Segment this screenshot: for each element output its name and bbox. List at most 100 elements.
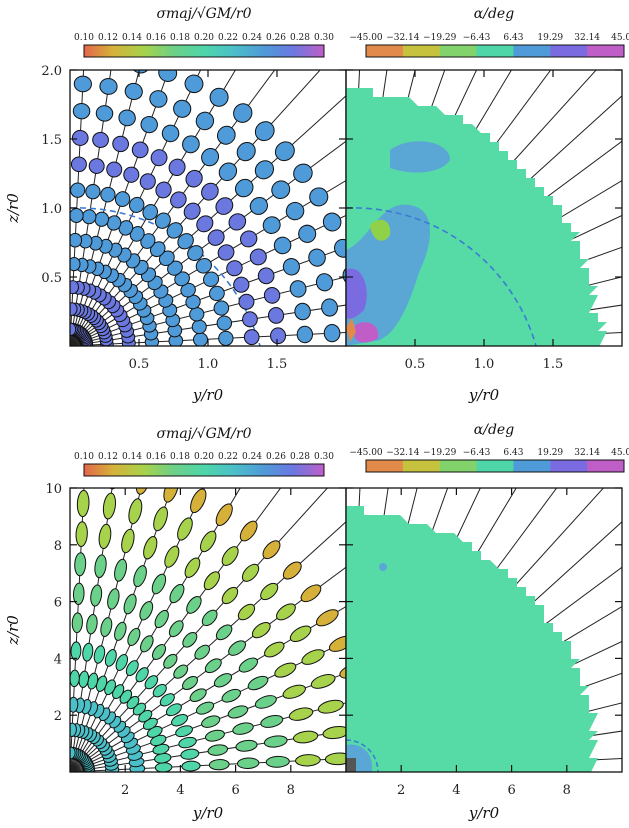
sigma-ellipse bbox=[173, 664, 189, 679]
x-tick-label: 8 bbox=[563, 783, 571, 798]
sigma-ellipse bbox=[241, 563, 260, 582]
sigma-ellipse bbox=[201, 609, 218, 627]
colorbar-alpha-segment bbox=[513, 45, 551, 57]
colorbar-sigma-ticks-bottom: 0.10 0.12 0.14 0.16 0.18 0.20 0.22 0.24 0.26 0.28… bbox=[74, 452, 334, 462]
colorbar-alpha-segment bbox=[366, 460, 404, 472]
sigma-ellipse bbox=[112, 135, 129, 153]
sigma-ellipse bbox=[317, 699, 344, 714]
colorbar-sigma-tick-label: 0.12 bbox=[98, 452, 118, 462]
sigma-ellipse bbox=[203, 571, 220, 591]
sigma-ellipse bbox=[154, 762, 173, 772]
sigma-ellipse bbox=[339, 663, 346, 679]
sigma-ellipse bbox=[183, 202, 201, 220]
sigma-ellipse bbox=[267, 307, 285, 324]
colorbar-sigma-tick-label: 0.24 bbox=[242, 452, 262, 462]
sigma-ellipse bbox=[298, 224, 317, 243]
sigma-ellipse bbox=[70, 207, 84, 223]
x-tick-label: 0.5 bbox=[129, 357, 150, 372]
panel-bottom-right-xlabel: y/r0 bbox=[468, 804, 500, 822]
sigma-ellipse bbox=[260, 582, 279, 601]
sigma-ellipse bbox=[168, 620, 184, 638]
sigma-ellipse bbox=[282, 561, 302, 580]
colorbar-alpha-segment bbox=[439, 45, 478, 57]
colorbar-alpha-title-top: α/deg bbox=[474, 6, 514, 22]
x-tick-label: 4 bbox=[176, 783, 184, 798]
sigma-ellipse bbox=[328, 635, 346, 652]
sigma-ellipse bbox=[149, 90, 168, 108]
sigma-ellipse bbox=[180, 748, 200, 760]
sigma-ellipse bbox=[274, 662, 297, 678]
sigma-ellipse bbox=[300, 584, 322, 603]
sigma-ellipse bbox=[186, 595, 202, 614]
sigma-ellipse bbox=[127, 627, 141, 647]
sigma-ellipse bbox=[295, 754, 321, 767]
panel-top-left: 0.5 1.0 1.5 0.5 1.0 1.5 2.0 z/r0 bbox=[4, 64, 347, 372]
sigma-ellipse bbox=[107, 588, 120, 610]
colorbar-alpha-tick-label: −45.00 bbox=[349, 33, 383, 43]
sigma-ellipse bbox=[235, 739, 258, 752]
panel-top-left-xlabel: y/r0 bbox=[192, 386, 224, 404]
sigma-ellipse bbox=[73, 75, 92, 93]
colorbar-alpha-outline bbox=[365, 44, 625, 58]
y-tick-label: 0.5 bbox=[41, 271, 62, 286]
sigma-ellipse bbox=[161, 124, 180, 143]
panel-top-left-axes: 0.5 1.0 1.5 0.5 1.0 1.5 2.0 bbox=[41, 64, 346, 372]
sigma-ellipse bbox=[289, 280, 307, 298]
sigma-ellipse bbox=[265, 755, 290, 768]
sigma-ellipse bbox=[152, 683, 167, 698]
sigma-ellipse bbox=[178, 736, 197, 749]
sigma-ellipse bbox=[196, 215, 214, 233]
sigma-ellipse bbox=[140, 116, 158, 134]
sigma-ellipse bbox=[315, 609, 339, 627]
sigma-ellipse bbox=[201, 182, 219, 201]
sigma-ellipse bbox=[274, 141, 295, 162]
alpha-blob-spot bbox=[379, 563, 387, 571]
sigma-ellipse bbox=[237, 603, 256, 621]
colorbar-alpha-segment bbox=[587, 45, 625, 57]
colorbar-sigma-tick-label: 0.30 bbox=[314, 452, 334, 462]
sigma-ellipse bbox=[249, 248, 267, 266]
sigma-ellipse bbox=[70, 641, 82, 661]
colorbar-alpha-tick-label: 32.14 bbox=[574, 33, 600, 43]
sigma-ellipse bbox=[218, 330, 234, 346]
sigma-ellipse bbox=[195, 701, 215, 715]
sigma-ellipse bbox=[123, 593, 137, 615]
alpha-blob-orange bbox=[346, 318, 356, 342]
sigma-ellipse bbox=[164, 545, 180, 568]
colorbar-alpha-outline bbox=[365, 459, 625, 473]
sigma-ellipse bbox=[70, 256, 81, 272]
alpha-blob-purple bbox=[346, 268, 367, 319]
sigma-ellipse bbox=[184, 557, 201, 578]
sigma-ellipse bbox=[133, 565, 147, 588]
sigma-ellipse bbox=[262, 216, 281, 234]
sigma-ellipse bbox=[153, 506, 168, 532]
sigma-ellipse bbox=[182, 675, 198, 691]
x-tick-label: 2 bbox=[121, 783, 129, 798]
sigma-ellipse bbox=[75, 521, 88, 547]
colorbar-alpha-tick-label: 32.14 bbox=[574, 448, 600, 458]
x-tick-label: 0.5 bbox=[405, 357, 426, 372]
colorbar-alpha-tick-label: 6.43 bbox=[503, 448, 523, 458]
sigma-ellipse bbox=[70, 156, 87, 173]
panel-bottom-left-ylabel: z/r0 bbox=[4, 615, 22, 646]
sigma-ellipse bbox=[294, 302, 311, 321]
sigma-ellipse bbox=[163, 653, 178, 669]
colorbar-alpha-bottom: α/deg −45.00 −32.14 −19.29 −6.43 6.43 19.29 32… bbox=[349, 422, 629, 473]
colorbar-sigma-tick-label: 0.22 bbox=[218, 452, 238, 462]
sigma-ellipse bbox=[213, 300, 230, 316]
sigma-ellipse bbox=[177, 517, 193, 541]
sigma-ellipse bbox=[191, 319, 207, 335]
sigma-ellipse bbox=[171, 713, 188, 727]
sigma-ellipse bbox=[207, 744, 229, 756]
sigma-ellipse bbox=[227, 705, 249, 719]
colorbar-sigma-tick-label: 0.22 bbox=[218, 33, 238, 43]
sigma-ellipse bbox=[251, 622, 271, 639]
colorbar-alpha-tick-label: 6.43 bbox=[503, 33, 523, 43]
sigma-ellipse bbox=[187, 245, 204, 261]
sigma-ellipse bbox=[247, 675, 269, 691]
sigma-ellipse bbox=[168, 158, 186, 177]
sigma-ellipse bbox=[236, 757, 260, 770]
colorbar-sigma-ticks-top: 0.10 0.12 0.14 0.16 0.18 0.20 0.22 0.24 0.26 0.28… bbox=[74, 33, 334, 43]
sigma-ellipse bbox=[238, 293, 255, 310]
sigma-ellipse bbox=[121, 528, 135, 554]
